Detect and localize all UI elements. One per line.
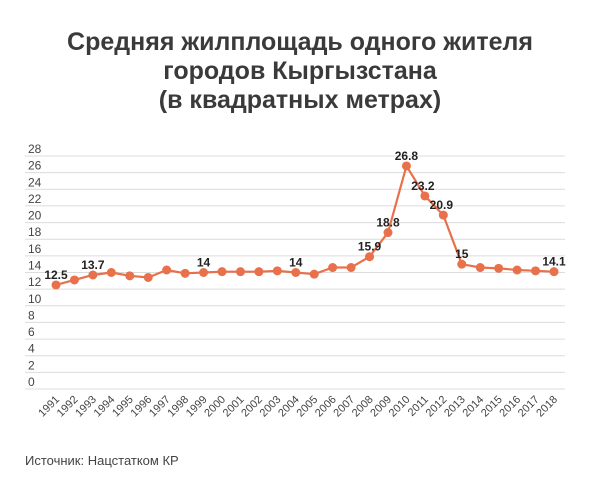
data-point xyxy=(549,267,559,277)
source-note: Источник: Нацстатком КР xyxy=(25,453,179,468)
data-point xyxy=(143,272,153,282)
data-point xyxy=(457,259,467,269)
data-point xyxy=(346,263,356,273)
data-label: 15.9 xyxy=(358,240,382,254)
y-tick-label: 0 xyxy=(28,375,35,389)
data-label: 13.7 xyxy=(81,258,105,272)
chart-title-line-3: (в квадратных метрах) xyxy=(158,86,442,114)
data-label: 15 xyxy=(455,247,469,261)
y-tick-label: 16 xyxy=(28,242,42,256)
y-tick-label: 8 xyxy=(28,308,35,322)
data-label: 18.8 xyxy=(376,216,400,230)
y-tick-label: 4 xyxy=(28,342,35,356)
data-point xyxy=(494,263,504,273)
y-tick-label: 24 xyxy=(28,175,42,189)
data-point xyxy=(291,268,301,277)
data-point xyxy=(69,275,79,285)
chart-title: Средняя жилплощадь одного жителя городов… xyxy=(0,28,600,115)
data-point xyxy=(531,266,541,276)
data-point xyxy=(254,267,264,277)
data-point xyxy=(420,191,430,201)
y-tick-label: 14 xyxy=(28,259,42,273)
chart-title-line-1: Средняя жилплощадь одного жителя xyxy=(67,28,533,56)
data-label: 12.5 xyxy=(44,268,68,282)
y-tick-label: 18 xyxy=(28,225,42,239)
y-tick-label: 12 xyxy=(28,275,42,289)
chart-title-line-2: городов Кыргызстана xyxy=(163,57,437,85)
y-tick-label: 28 xyxy=(28,142,42,156)
data-point xyxy=(512,265,522,275)
data-point xyxy=(272,266,282,276)
series-line xyxy=(55,163,555,287)
data-point xyxy=(383,228,393,238)
data-point xyxy=(51,280,61,290)
data-point xyxy=(365,252,375,262)
data-point xyxy=(88,270,98,280)
data-point xyxy=(309,269,319,279)
data-point xyxy=(162,265,172,275)
line-chart: 024681012141618202224262812.51991199213.… xyxy=(25,142,566,420)
y-tick-label: 26 xyxy=(28,159,42,173)
y-tick-label: 10 xyxy=(28,292,42,306)
y-tick-label: 22 xyxy=(28,192,42,206)
data-point xyxy=(125,271,135,281)
data-point xyxy=(401,161,411,171)
data-point xyxy=(180,268,190,278)
data-point xyxy=(235,267,245,277)
data-point xyxy=(475,263,485,273)
data-point xyxy=(438,210,448,220)
data-label: 14 xyxy=(197,256,211,270)
data-point xyxy=(106,268,116,277)
data-label: 14.1 xyxy=(542,255,566,269)
data-label: 20.9 xyxy=(430,198,454,212)
x-tick-label: 2018 xyxy=(534,394,560,420)
y-tick-label: 2 xyxy=(28,358,35,372)
y-tick-label: 6 xyxy=(28,325,35,339)
data-point xyxy=(217,267,227,277)
y-tick-label: 20 xyxy=(28,209,42,223)
data-label: 26.8 xyxy=(395,149,419,163)
data-point xyxy=(199,268,209,277)
data-label: 23.2 xyxy=(411,179,435,193)
data-label: 14 xyxy=(289,256,303,270)
data-point xyxy=(328,263,338,273)
